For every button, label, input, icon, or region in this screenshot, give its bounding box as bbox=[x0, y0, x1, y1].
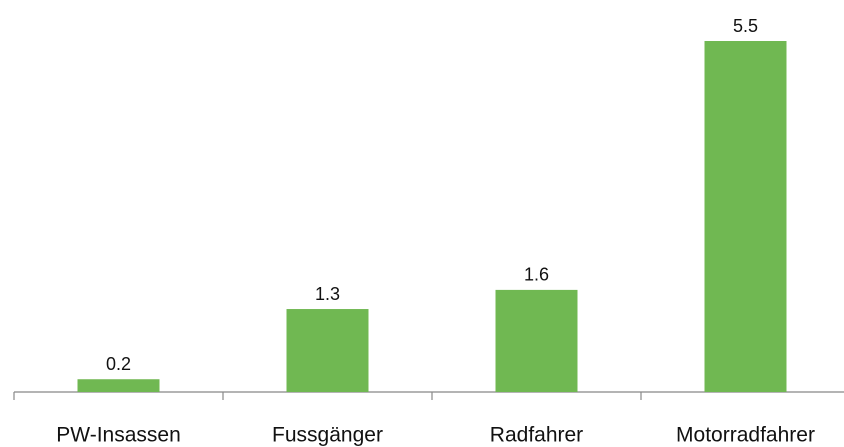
x-tick-label: PW-Insassen bbox=[56, 424, 181, 447]
data-label: 5.5 bbox=[733, 16, 758, 36]
data-label: 0.2 bbox=[106, 354, 131, 374]
data-label: 1.6 bbox=[524, 265, 549, 285]
x-tick-label: Radfahrer bbox=[490, 424, 583, 447]
bar bbox=[495, 289, 578, 392]
bar bbox=[704, 41, 787, 392]
bar bbox=[286, 309, 369, 392]
data-label: 1.3 bbox=[315, 284, 340, 304]
x-tick-label: Fussgänger bbox=[272, 424, 383, 447]
bar bbox=[77, 379, 160, 392]
x-tick-label: Motorradfahrer bbox=[676, 424, 815, 447]
